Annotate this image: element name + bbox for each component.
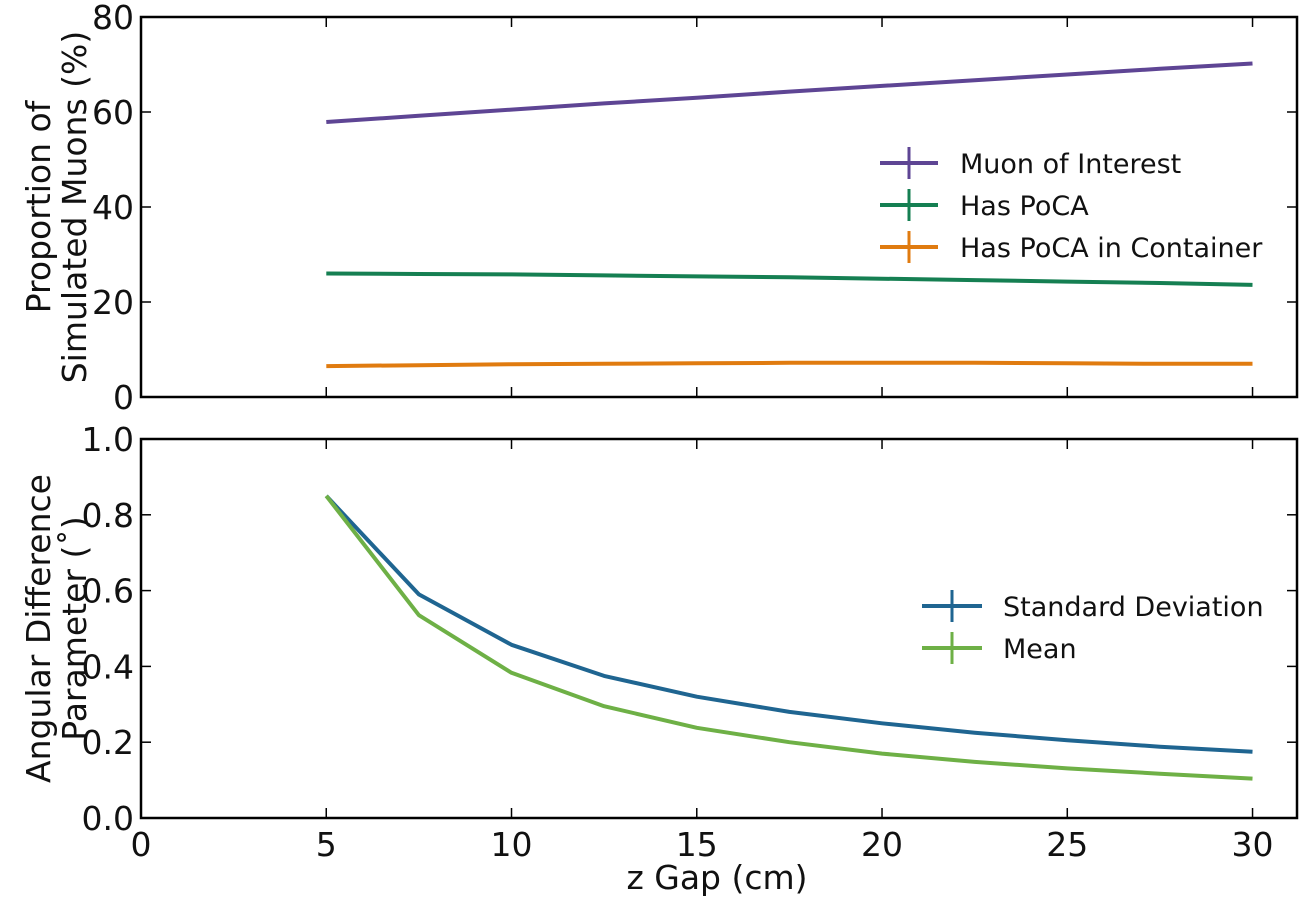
y-tick-label: 20 bbox=[92, 283, 134, 322]
legend-label: Standard Deviation bbox=[1003, 592, 1264, 623]
y-tick-label: 60 bbox=[92, 93, 134, 132]
x-tick-label: 10 bbox=[491, 825, 533, 864]
legend: Muon of Interest Has PoCA Has PoCA in Cont… bbox=[880, 147, 1263, 264]
plot-frame bbox=[139, 437, 1299, 820]
x-tick-label: 20 bbox=[861, 825, 903, 864]
plot-frame bbox=[139, 15, 1299, 399]
legend-label: Has PoCA bbox=[960, 191, 1089, 222]
y-axis-label: Angular DifferenceParameter (˚) bbox=[19, 474, 94, 783]
y-tick-label: 0 bbox=[113, 378, 134, 417]
x-axis-label: z Gap (cm) bbox=[626, 858, 807, 897]
series-line bbox=[326, 271, 1253, 287]
y-axis-label-line: Simulated Muons (%) bbox=[55, 31, 94, 384]
series-line bbox=[324, 494, 1253, 781]
x-tick-label: 5 bbox=[316, 825, 337, 864]
y-tick-label: 0.8 bbox=[82, 496, 134, 535]
x-tick-label: 0 bbox=[131, 825, 152, 864]
legend-label: Mean bbox=[1003, 634, 1077, 665]
series-line bbox=[324, 494, 1253, 754]
y-axis-label: Proportion ofSimulated Muons (%) bbox=[19, 31, 94, 384]
y-tick-label: 1.0 bbox=[82, 420, 134, 459]
y-axis-label-line: Angular Difference bbox=[19, 474, 58, 783]
x-tick-label: 15 bbox=[676, 825, 718, 864]
x-tick-label: 25 bbox=[1046, 825, 1088, 864]
y-tick-label: 0.4 bbox=[82, 647, 134, 686]
y-tick-label: 0.2 bbox=[82, 723, 134, 762]
y-tick-label: 40 bbox=[92, 188, 134, 227]
y-axis-label-line: Parameter (˚) bbox=[55, 516, 94, 740]
series-line bbox=[326, 61, 1253, 124]
y-tick-label: 0.0 bbox=[82, 799, 134, 838]
y-tick-label: 0.6 bbox=[82, 572, 134, 611]
x-tick-label: 30 bbox=[1232, 825, 1274, 864]
legend: Standard Deviation Mean bbox=[922, 590, 1264, 665]
series-line bbox=[326, 360, 1253, 369]
legend-label: Has PoCA in Container bbox=[960, 233, 1263, 264]
y-axis-label-line: Proportion of bbox=[19, 99, 58, 313]
legend-label: Muon of Interest bbox=[960, 149, 1181, 180]
bottom-panel: 0 5 10 15 20 25 30 0.0 0.2 0.4 0.6 0.8 1.0 Angular Di… bbox=[19, 420, 1299, 897]
y-tick-label: 80 bbox=[92, 0, 134, 37]
